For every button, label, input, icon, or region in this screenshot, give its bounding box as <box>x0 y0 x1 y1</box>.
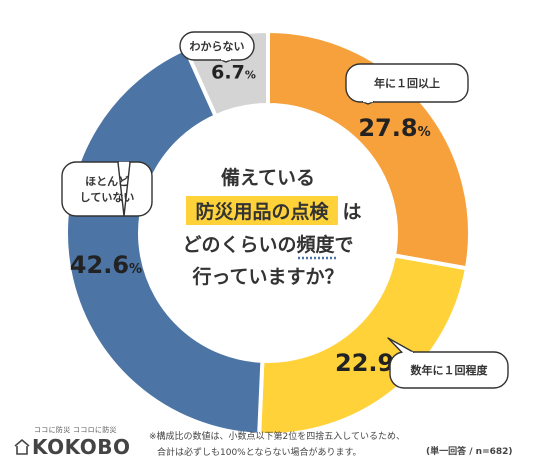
question-line-4: 行っていますか？ <box>191 265 343 288</box>
callout-bubble-2 <box>61 161 153 217</box>
brand-logo: ココに防災 ココロに防災 KOKOBO <box>14 425 130 459</box>
value-label-0: 27.8% <box>358 114 430 142</box>
brand-name: KOKOBO <box>32 435 131 459</box>
slice-2 <box>64 45 265 437</box>
callout-label-0: 年に１回以上 <box>374 76 440 90</box>
brand-tagline: ココに防災 ココロに防災 <box>34 426 117 434</box>
slice-1 <box>257 253 470 437</box>
value-label-3: 6.7% <box>211 62 256 84</box>
callout-bubble-1 <box>389 351 509 389</box>
callout-bubble-0 <box>345 63 469 103</box>
callout-bubble-3 <box>179 31 255 61</box>
footnote-line-1: ※構成比の数値は、小数点以下第2位を四捨五入しているため、 <box>149 432 405 442</box>
slice-0 <box>266 28 472 271</box>
callout-label-2: していない <box>80 191 135 204</box>
value-label-2: 42.6% <box>70 251 142 279</box>
sample-size-label: (単一回答 / n=682) <box>426 447 513 457</box>
callout-pointer-2 <box>117 162 131 217</box>
house-icon <box>14 438 30 455</box>
highlight-box <box>186 196 338 225</box>
question-line-2-highlight: 防災用品の点検 <box>195 200 329 223</box>
callout-label-1: 数年に１回程度 <box>411 363 489 377</box>
callout-label-3: わからない <box>190 40 245 53</box>
question-line-1: 備えている <box>221 166 315 189</box>
footnote-line-2: 合計は必ずしも100%とならない場合があります。 <box>157 448 362 458</box>
question-line-2-suffix: は <box>342 201 361 223</box>
footnote: ※構成比の数値は、小数点以下第2位を四捨五入しているため、 合計は必ずしも100… <box>149 429 405 461</box>
callout-label-2: ほとんど <box>85 175 129 188</box>
question-line-3: どのくらいの頻度で <box>182 233 353 256</box>
callout-pointer-1 <box>387 337 415 354</box>
